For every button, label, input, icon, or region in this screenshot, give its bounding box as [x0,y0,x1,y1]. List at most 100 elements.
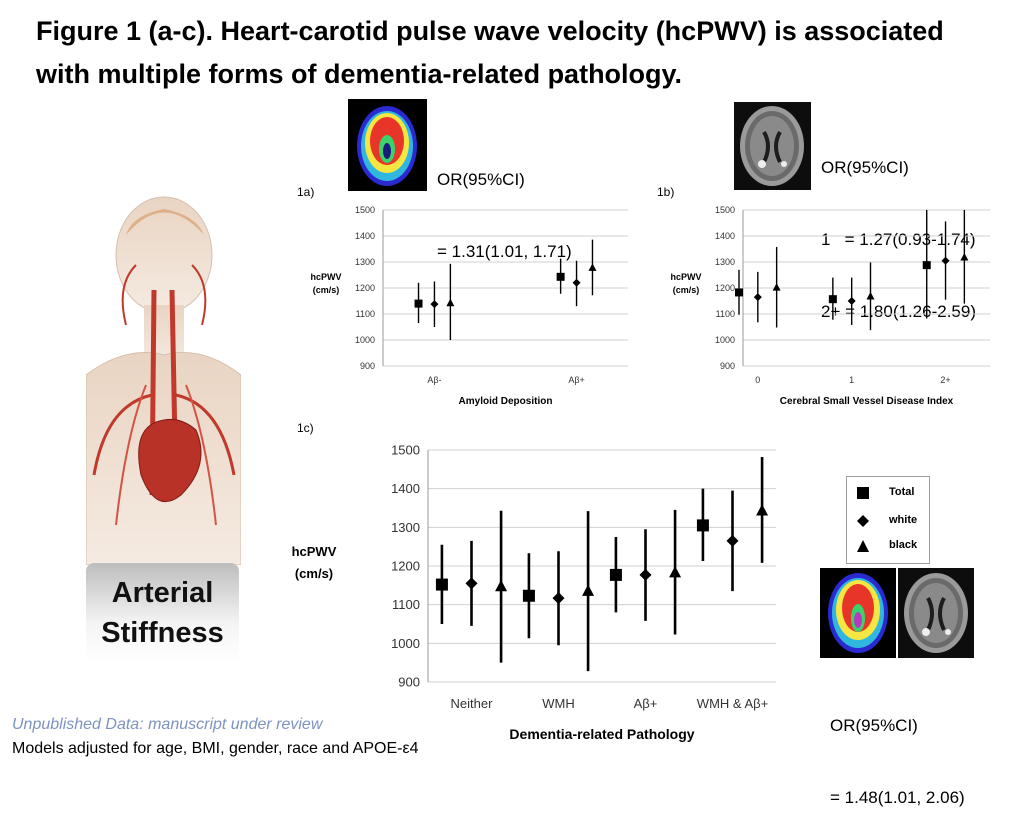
y-tick-label: 1300 [391,520,420,535]
x-axis-label: Amyloid Deposition [459,396,553,407]
pet-brain-scan-legend [820,568,896,658]
y-axis-label: hcPWV [310,272,341,282]
data-point-triangle [669,565,682,578]
x-tick-label: Aβ+ [634,696,658,711]
y-tick-label: 1300 [715,257,735,267]
x-tick-label: Neither [451,696,494,711]
y-axis-label: hcPWV [670,272,701,282]
data-point-diamond [639,568,652,581]
data-point-triangle [582,584,595,596]
legend-label: black [889,539,918,551]
y-tick-label: 1400 [355,231,375,241]
y-axis-label: hcPWV [292,544,337,559]
odds-ratio-c-line: OR(95%CI) [830,716,918,735]
y-tick-label: 1000 [391,636,420,651]
odds-ratio-a-line: = 1.31(1.01, 1.71) [437,242,572,261]
x-axis-label: Cerebral Small Vessel Disease Index [780,396,954,407]
data-point-square [609,568,622,581]
human-anatomy-figure [86,195,241,565]
data-point-triangle [588,263,597,271]
data-point-square [522,589,535,602]
legend-label: white [889,514,918,526]
legend-label: Total [889,486,915,498]
panel-label-a: 1a) [297,185,315,199]
mri-brain-scan-legend [898,568,974,658]
y-tick-label: 1500 [715,205,735,215]
side-label-line-1: Arterial [111,577,214,609]
data-point-square [696,519,709,532]
x-tick-label: 1 [849,375,854,385]
footer-note-italic: Unpublished Data: manuscript under revie… [12,716,323,733]
data-point-triangle [960,252,969,261]
data-point-diamond [753,293,762,302]
data-point-square [735,288,743,297]
triangle-marker-icon [857,540,869,552]
y-tick-label: 1500 [391,443,420,458]
odds-ratio-b-line: OR(95%CI) [821,158,909,177]
odds-ratio-b-line: 1 = 1.27(0.93-1.74) [821,230,976,249]
legend-item-white: white [847,509,929,533]
data-point-diamond [430,300,439,309]
chart-pathology: 900 1000 1100 1200 1300 1400 1500 Neither WMH Aβ+… [292,443,776,742]
chart-amyloid: 900 1000 1100 1200 1300 1400 1500 Aβ- Aβ+ hcPWV (c… [310,205,628,407]
data-point-triangle [756,504,769,516]
y-tick-label: 1000 [355,335,375,345]
square-marker-icon [857,487,869,499]
y-tick-label: 900 [398,675,420,690]
y-tick-label: 1400 [391,481,420,496]
y-tick-label: 1200 [391,559,420,574]
y-tick-label: 1000 [715,335,735,345]
y-axis-label: (cm/s) [313,285,340,295]
y-tick-label: 1100 [392,597,420,612]
y-tick-label: 1100 [716,309,735,319]
data-point-square [435,578,448,591]
odds-ratio-b: OR(95%CI) 1 = 1.27(0.93-1.74) 2+ = 1.80(… [821,108,976,348]
panel-label-c: 1c) [297,421,314,435]
x-axis-label: Dementia-related Pathology [509,726,694,742]
diamond-marker-icon [857,515,869,527]
y-tick-label: 1500 [355,205,375,215]
x-tick-label: WMH & Aβ+ [697,696,768,711]
chart-legend: Total white black [846,476,930,564]
x-tick-label: Aβ- [427,375,441,385]
y-tick-label: 1200 [715,283,735,293]
x-tick-label: Aβ+ [568,375,584,385]
mri-brain-scan [734,102,811,190]
x-tick-label: WMH [542,696,575,711]
data-point-diamond [552,592,565,605]
data-point-diamond [465,577,478,590]
y-tick-label: 1300 [355,257,375,267]
legend-item-total: Total [847,481,929,505]
pet-brain-scan [348,99,427,191]
data-point-square [922,261,931,270]
data-point-square [828,295,837,304]
footer-note: Models adjusted for age, BMI, gender, ra… [12,740,419,757]
data-point-square [556,272,565,281]
y-tick-label: 900 [360,361,375,371]
y-tick-label: 1100 [356,309,375,319]
data-point-diamond [726,534,739,547]
odds-ratio-c-line: = 1.48(1.01, 2.06) [830,788,965,807]
slide-title: Figure 1 (a-c). Heart-carotid pulse wave… [36,16,944,89]
data-point-diamond [847,297,856,305]
side-label-line-2: Stiffness [101,617,224,649]
odds-ratio-a-line: OR(95%CI) [437,170,525,189]
odds-ratio-a: OR(95%CI) = 1.31(1.01, 1.71) [437,120,572,288]
chart-small-vessel: 900 1000 1100 1200 1300 1400 1500 0 1 2+ hcPWV (cm/… [670,205,990,407]
arterial-stiffness-label: Arterial Stiffness [86,563,239,663]
data-point-diamond [941,256,950,265]
data-point-triangle [446,298,455,307]
odds-ratio-c: OR(95%CI) = 1.48(1.01, 2.06) [830,666,965,834]
data-point-triangle [772,283,781,291]
data-point-triangle [866,291,875,300]
data-point-triangle [495,579,508,592]
legend-item-black: black [847,534,929,558]
y-tick-label: 900 [720,361,735,371]
panel-label-b: 1b) [657,185,675,199]
x-tick-label: 2+ [940,375,950,385]
y-tick-label: 1200 [355,283,375,293]
y-tick-label: 1400 [715,231,735,241]
data-point-square [414,299,423,308]
x-tick-label: 0 [755,375,760,385]
odds-ratio-b-line: 2+ = 1.80(1.26-2.59) [821,302,977,321]
